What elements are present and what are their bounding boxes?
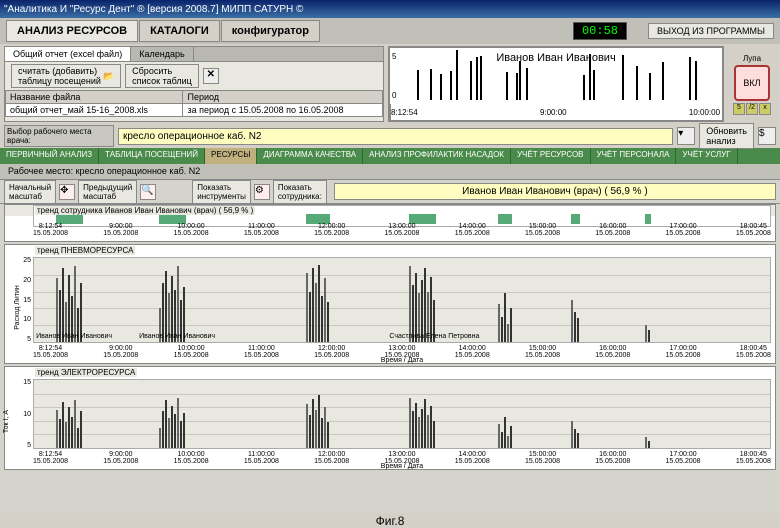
dropdown-icon[interactable]: ▾ xyxy=(677,127,695,145)
report-panel: Общий отчет (excel файл) Календарь счита… xyxy=(4,46,384,122)
files-table: Название файлаПериод общий отчет_май 15-… xyxy=(5,90,383,117)
show-employee-button[interactable]: Показать сотрудника: xyxy=(273,180,327,204)
exit-button[interactable]: ВЫХОД ИЗ ПРОГРАММЫ xyxy=(648,23,774,39)
show-instruments-button[interactable]: Показать инструменты xyxy=(192,180,251,204)
analysis-tabs: ПЕРВИЧНЫЙ АНАЛИЗТАБЛИЦА ПОСЕЩЕНИЙРЕСУРСЫ… xyxy=(0,148,780,164)
col-filename: Название файла xyxy=(6,91,183,104)
zoom-5x-button[interactable]: 5 xyxy=(733,103,745,115)
subtab-report[interactable]: Общий отчет (excel файл) xyxy=(5,47,131,61)
zoom-icon[interactable]: 🔍 xyxy=(140,184,156,200)
open-icon: 📂 xyxy=(103,71,114,82)
analysis-tab-1[interactable]: ТАБЛИЦА ПОСЕЩЕНИЙ xyxy=(99,148,205,164)
analysis-tab-4[interactable]: АНАЛИЗ ПРОФИЛАКТИК НАСАДОК xyxy=(363,148,511,164)
timeline-preview: Иванов Иван Иванович 5 0 8:12:549:00:001… xyxy=(388,46,724,122)
timeline-scale: 8:12:549:00:0010:00:00 xyxy=(390,104,722,120)
figure-caption: Фиг.8 xyxy=(0,513,780,527)
reset-list-button[interactable]: Сбросить список таблиц xyxy=(125,64,199,88)
zoom-initial-button[interactable]: Начальный масштаб xyxy=(4,180,56,204)
charts-area: Общее время пребывания (ЧЧ:ММ:СЕК) : 05:… xyxy=(0,204,780,513)
instruments-icon[interactable]: ⚙ xyxy=(254,184,270,200)
tab-configurator[interactable]: конфигуратор xyxy=(221,20,320,42)
analysis-tab-2[interactable]: РЕСУРСЫ xyxy=(205,148,257,164)
analysis-tab-7[interactable]: УЧЁТ УСЛУГ xyxy=(676,148,737,164)
zoom-prev-button[interactable]: Предыдущий масштаб xyxy=(78,180,137,204)
timeline-person-name: Иванов Иван Иванович xyxy=(496,52,615,64)
workplace-selector-row: Выбор рабочего места врача: кресло опера… xyxy=(0,124,780,148)
close-icon[interactable]: ✕ xyxy=(203,68,219,84)
chart-pneumo: тренд ПНЕВМОРЕСУРСА Расход Литин 2520151… xyxy=(4,244,776,364)
zoom-label: Лупа xyxy=(743,54,761,63)
move-icon[interactable]: ✥ xyxy=(59,184,75,200)
col-period: Период xyxy=(183,91,383,104)
table-row[interactable]: общий отчет_май 15-16_2008.xlsза период … xyxy=(6,104,383,117)
workplace-dropdown[interactable]: кресло операционное каб. N2 xyxy=(118,128,673,145)
chart-employee-trend: Общее время пребывания (ЧЧ:ММ:СЕК) : 05:… xyxy=(4,204,776,242)
subtab-calendar[interactable]: Календарь xyxy=(131,47,193,61)
analysis-tab-5[interactable]: УЧЁТ РЕСУРСОВ xyxy=(511,148,591,164)
analysis-tab-0[interactable]: ПЕРВИЧНЫЙ АНАЛИЗ xyxy=(0,148,99,164)
chart-toolbar: Начальный масштаб ✥ Предыдущий масштаб 🔍… xyxy=(0,180,780,204)
tab-catalogs[interactable]: КАТАЛОГИ xyxy=(139,20,220,42)
toggle-on-button[interactable]: ВКЛ xyxy=(734,65,770,101)
zoom-reset-button[interactable]: x xyxy=(759,103,771,115)
analysis-tab-3[interactable]: ДИАГРАММА КАЧЕСТВА xyxy=(257,148,363,164)
refresh-analysis-button[interactable]: Обновить анализ xyxy=(699,123,754,149)
workplace-bar: Рабочее место: кресло операционное каб. … xyxy=(0,164,780,180)
zoom-half-button[interactable]: /2 xyxy=(746,103,758,115)
workplace-label: Выбор рабочего места врача: xyxy=(4,125,114,147)
analysis-tab-6[interactable]: УЧЁТ ПЕРСОНАЛА xyxy=(591,148,677,164)
export-icon[interactable]: $ xyxy=(758,127,776,145)
person-indicator: Иванов Иван Иванович (врач) ( 56,9 % ) xyxy=(334,183,776,200)
read-table-button[interactable]: считать (добавить) таблицу посещений📂 xyxy=(11,64,121,88)
tab-analysis[interactable]: АНАЛИЗ РЕСУРСОВ xyxy=(6,20,138,42)
window-title: "Аналитика И "Ресурс Дент" ® [версия 200… xyxy=(4,4,303,15)
window-titlebar: "Аналитика И "Ресурс Дент" ® [версия 200… xyxy=(0,0,780,18)
system-clock: 00:58 xyxy=(573,22,627,40)
chart-electro: тренд ЭЛЕКТРОРЕСУРСА Ток I, А 15105 Врем… xyxy=(4,366,776,470)
main-tab-bar: АНАЛИЗ РЕСУРСОВ КАТАЛОГИ конфигуратор 00… xyxy=(0,18,780,44)
